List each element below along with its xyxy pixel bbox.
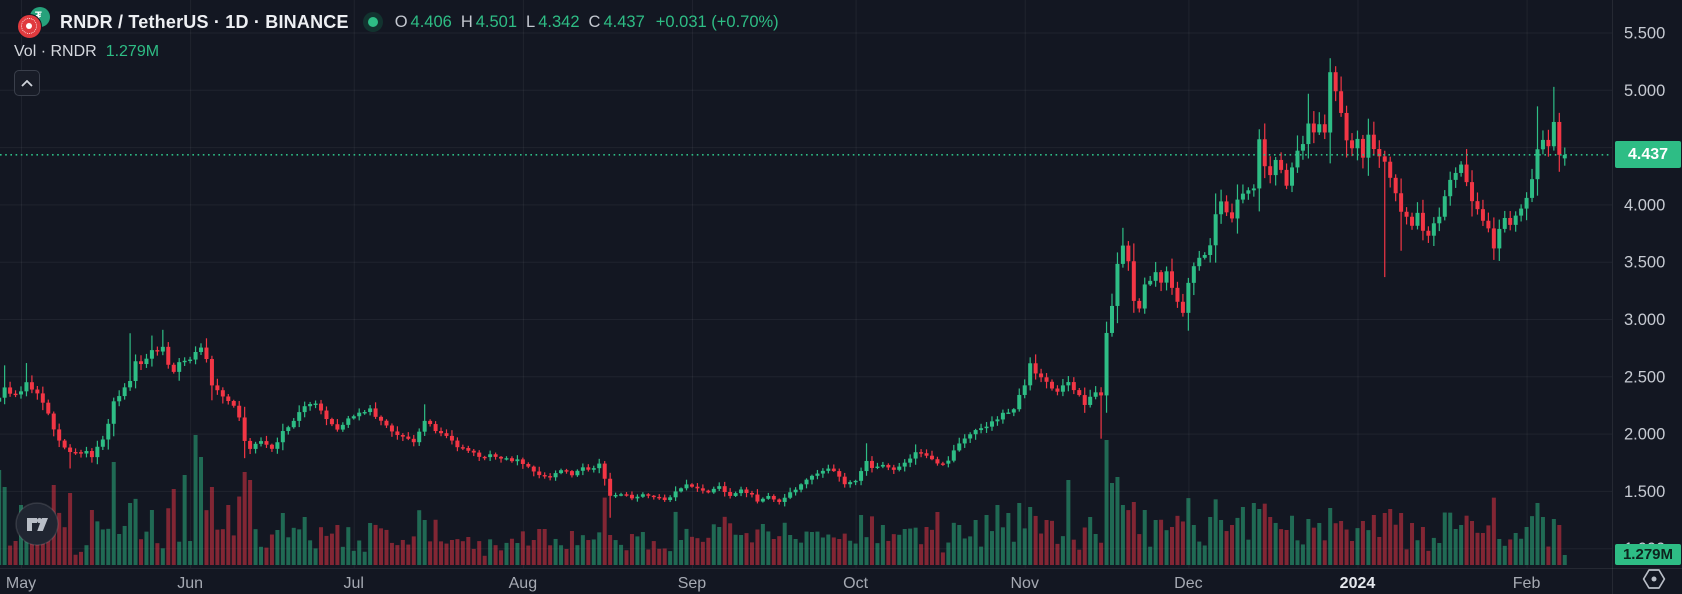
- current-price-axis-label: 4.437: [1615, 141, 1681, 169]
- tv-logo-glyph: [27, 517, 48, 531]
- svg-text:2.000: 2.000: [1624, 426, 1665, 444]
- svg-text:Oct: Oct: [843, 575, 868, 592]
- svg-text:Jun: Jun: [177, 575, 203, 592]
- price-scale-settings-icon[interactable]: [1640, 566, 1668, 592]
- svg-text:Jul: Jul: [344, 575, 364, 592]
- rndr-coin-icon: [17, 14, 42, 39]
- close-label: C: [588, 12, 601, 31]
- svg-text:1.500: 1.500: [1624, 483, 1665, 501]
- collapse-legend-button[interactable]: [14, 70, 40, 96]
- ohlc-readout: O 4.406 H 4.501 L 4.342 C 4.437 +0.031 (+0.7…: [395, 13, 779, 32]
- market-status-indicator[interactable]: [362, 12, 383, 32]
- svg-text:2.500: 2.500: [1624, 368, 1665, 386]
- svg-text:4.000: 4.000: [1624, 196, 1665, 214]
- svg-text:Feb: Feb: [1513, 575, 1541, 592]
- change-value: +0.031 (+0.70%): [655, 12, 779, 31]
- low-label: L: [526, 12, 536, 31]
- volume-indicator-label[interactable]: Vol · RNDR: [14, 43, 97, 60]
- svg-text:Aug: Aug: [509, 575, 537, 592]
- svg-text:Nov: Nov: [1010, 575, 1038, 592]
- svg-text:3.500: 3.500: [1624, 254, 1665, 272]
- svg-text:Sep: Sep: [678, 575, 707, 592]
- svg-text:5.000: 5.000: [1624, 82, 1665, 100]
- svg-text:5.500: 5.500: [1624, 25, 1665, 43]
- current-volume-axis-label: 1.279M: [1615, 544, 1681, 565]
- high-label: H: [460, 12, 473, 31]
- svg-text:3.000: 3.000: [1624, 311, 1665, 329]
- pair-logo-icon: ₮: [14, 7, 52, 39]
- symbol-title[interactable]: RNDR / TetherUS · 1D · BINANCE: [60, 11, 349, 32]
- chevron-up-icon: [21, 79, 33, 87]
- chart-legend: ₮ RNDR / TetherUS · 1D · BINANCE O 4.406 …: [14, 7, 779, 96]
- volume-indicator-value: 1.279M: [105, 43, 160, 60]
- svg-text:Dec: Dec: [1174, 575, 1202, 592]
- open-label: O: [394, 12, 408, 31]
- low-value: 4.342: [538, 12, 580, 31]
- open-value: 4.406: [410, 12, 452, 31]
- svg-text:2024: 2024: [1340, 575, 1376, 592]
- close-value: 4.437: [603, 12, 645, 31]
- high-value: 4.501: [475, 12, 518, 31]
- tradingview-logo: [15, 502, 59, 546]
- svg-text:May: May: [6, 575, 36, 592]
